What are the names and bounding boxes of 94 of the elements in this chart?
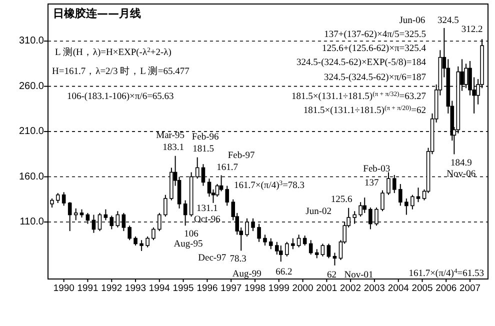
annotation: 125.6+(125.6-62)×π=325.4 [322,44,426,54]
annotation: 62 [326,270,337,281]
candlestick [152,226,156,241]
x-tick-label: 2002 [340,283,362,294]
annotation: 161.7×(π/4)$^{3}$=78.3 [234,180,305,191]
annotation: 324.5 [437,16,460,26]
candlestick [225,185,230,206]
candlestick [146,236,150,248]
candlestick [410,194,414,210]
candlestick [62,192,66,206]
annotation: 181.5 [192,144,214,155]
candlestick [263,234,267,246]
annotation: Mar-95 [156,131,185,142]
candlestick [308,240,313,256]
candlestick [278,245,283,262]
x-tick-label: 1995 [172,283,194,294]
candlestick [314,248,319,259]
candlestick [416,187,420,203]
candlestick [326,243,331,259]
y-tick-label: 110.0 [20,216,44,228]
x-tick-label: 2005 [412,283,433,294]
x-tick-label: 2003 [364,283,386,294]
candlestick [56,192,60,204]
annotation: 137+(137-62)×4π/5=325.5 [324,30,426,40]
candlestick [398,184,402,206]
candlestick [50,198,54,208]
annotation: Nov-01 [344,270,374,281]
annotation: 78.3 [230,254,247,265]
annotation: Feb-97 [228,151,255,162]
candlestick [215,184,220,198]
annotation: H=161.7，λ=2/3 时，L 测=65.477 [52,65,190,77]
annotation: Feb-96 [192,132,220,143]
x-tick-label: 2000 [292,283,314,294]
annotation: 181.5×(131.1÷181.5)$^{(π + π/32)}$=63.27 [292,90,426,102]
x-tick-label: 2001 [316,283,338,294]
candlestick [164,194,168,218]
candlestick [404,198,408,216]
annotation: Jun-06 [399,16,426,26]
annotation: Oct-96 [194,215,221,226]
annotation: 66.2 [276,268,292,278]
candlestick [268,238,273,250]
annotation: 181.5×(131.1÷181.5)$^{(π + π/20)}$=62 [303,104,426,116]
y-tick-label: 310.0 [18,36,44,47]
annotation: 324.5-(324.5-62)×π/6=187 [324,73,426,83]
annotation: 183.1 [162,143,184,154]
candlestick [302,235,307,246]
annotation: Feb-03 [363,164,390,175]
annotation: 312.2 [461,25,483,36]
y-tick-label: 210.0 [18,126,44,138]
candlestick [358,202,362,218]
annotation: 184.9 [450,158,472,168]
x-tick-label: 1997 [220,283,242,294]
annotation: 106-(183.1-106)×π/6=65.63 [67,92,174,102]
x-tick-label: 1990 [53,283,74,294]
x-tick-label: 2007 [460,283,481,294]
x-tick-label: 1993 [125,283,146,294]
candlestick [251,218,255,232]
y-tick-label: 160.0 [18,171,44,182]
x-tick-label: 1998 [244,283,266,294]
candlestick [296,234,301,248]
candlestick [380,190,384,212]
candlestick [74,208,78,221]
annotation: Aug-95 [174,240,204,250]
candlestick [134,236,138,246]
y-tick-label: 260.0 [18,80,44,92]
x-tick-label: 1999 [268,283,290,294]
candlestick [104,208,108,221]
candlestick [332,252,337,266]
annotation: 161.7×(π/4)$^{4}$=61.53 [408,268,484,279]
annotation: Nov-06 [446,169,476,180]
annotation: Jun-02 [306,207,332,218]
candlestick [140,240,144,252]
candlestick [245,218,249,237]
annotation: 324.5-(324.5-62)×EXP(-5/8)=184 [296,58,426,68]
candlestick [320,243,325,257]
annotation: 125.6 [330,195,353,206]
candlestick [291,238,295,250]
x-tick-label: 2006 [436,283,457,294]
x-tick-label: 1992 [101,283,122,294]
candlestick [362,197,367,214]
annotation: Aug-99 [232,270,262,280]
annotation: 137 [364,178,379,189]
chart-title: 日橡胶连——月线 [53,7,141,20]
x-tick-label: 1994 [148,283,170,294]
x-tick-label: 1996 [196,283,218,294]
annotation: L 测(H，λ)=H×EXP(-λ$^{2}$+2-λ) [55,46,172,58]
x-tick-label: 1991 [77,283,98,294]
annotation: 131.1 [196,204,218,214]
x-tick-label: 2004 [388,283,410,294]
candlestick [128,225,132,241]
annotation: 106 [184,230,199,240]
annotation: Dec-97 [198,254,226,264]
candlestick [285,241,289,257]
annotation: 161.7 [216,163,238,174]
